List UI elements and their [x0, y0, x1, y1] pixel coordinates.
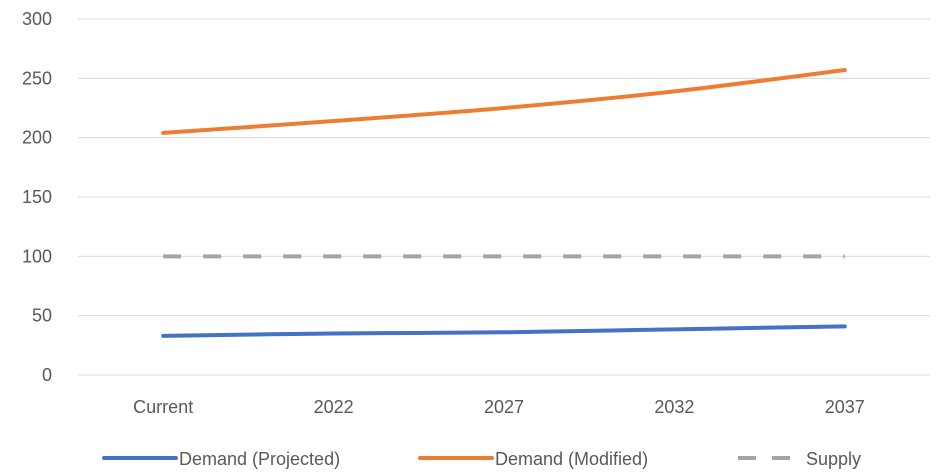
legend: Demand (Projected) Demand (Modified) Suppl…: [102, 449, 861, 469]
y-tick-label: 100: [22, 246, 52, 266]
x-tick-label: 2027: [484, 397, 524, 417]
y-tick-label: 250: [22, 68, 52, 88]
x-tick-label: Current: [133, 397, 193, 417]
y-tick-label: 200: [22, 128, 52, 148]
x-tick-label: 2032: [654, 397, 694, 417]
y-axis-ticks: 0 50 100 150 200 250 300: [22, 9, 52, 385]
y-tick-label: 300: [22, 9, 52, 29]
y-tick-label: 150: [22, 187, 52, 207]
legend-label-2: Supply: [806, 449, 861, 469]
series-line-0: [161, 324, 847, 338]
x-tick-label: 2037: [825, 397, 865, 417]
legend-label-0: Demand (Projected): [179, 449, 340, 469]
legend-label-1: Demand (Modified): [495, 449, 648, 469]
x-axis-ticks: Current 2022 2027 2032 2037: [133, 397, 865, 417]
y-tick-label: 50: [32, 306, 52, 326]
x-tick-label: 2022: [314, 397, 354, 417]
gridlines: [78, 18, 930, 376]
series-line-1: [161, 68, 847, 135]
y-tick-label: 0: [42, 365, 52, 385]
series-lines: [161, 68, 847, 338]
